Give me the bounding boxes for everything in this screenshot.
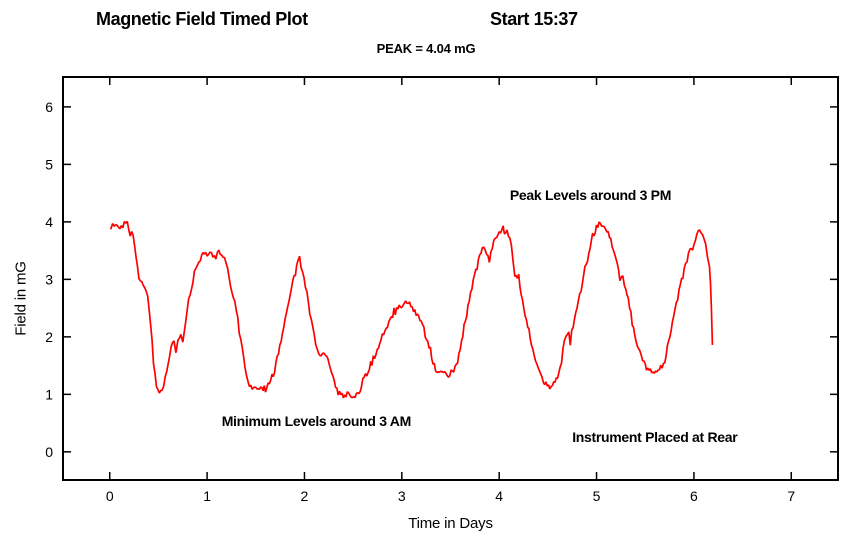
x-tick-label: 5 [593,488,601,504]
y-tick-label: 0 [45,444,53,460]
y-tick-label: 4 [45,214,53,230]
x-tick-label: 7 [787,488,795,504]
plot-frame [62,76,839,481]
y-tick-label: 3 [45,271,53,287]
y-tick-label: 6 [45,99,53,115]
start-time-label: Start 15:37 [490,9,578,29]
y-tick-label: 2 [45,329,53,345]
annotation-minimum-levels: Minimum Levels around 3 AM [221,412,412,429]
annotation-peak-levels: Peak Levels around 3 PM [509,187,672,203]
field-trace [109,220,714,399]
x-tick-label: 6 [690,488,698,504]
x-tick-label: 3 [398,488,406,504]
y-tick-label: 1 [45,386,53,402]
x-tick-label: 0 [106,488,114,504]
x-tick-label: 4 [495,488,503,504]
chart-title: Magnetic Field Timed Plot [96,9,308,29]
y-tick-label: 5 [45,156,53,172]
x-axis-title: Time in Days [408,515,493,532]
x-tick-label: 2 [301,488,309,504]
peak-value-label: PEAK = 4.04 mG [376,41,476,56]
x-tick-label: 1 [203,488,211,504]
y-axis-title: Field in mG [12,261,30,336]
annotation-instrument-placed: Instrument Placed at Rear [572,429,738,446]
